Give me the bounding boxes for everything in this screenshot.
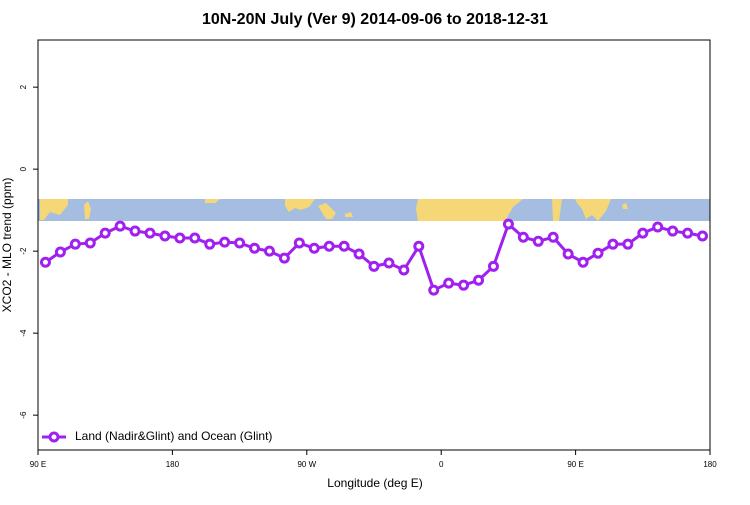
point [622, 238, 634, 250]
point [413, 240, 425, 252]
series-line [44, 221, 703, 293]
point [383, 257, 395, 269]
point [697, 230, 709, 242]
point [577, 256, 589, 268]
point [278, 252, 290, 264]
point [562, 248, 574, 260]
point [84, 237, 96, 249]
point [368, 260, 380, 272]
y-tick-label: -6 [19, 411, 28, 419]
point [144, 227, 156, 239]
point [69, 238, 81, 250]
point [353, 248, 365, 260]
point [398, 264, 410, 276]
point [204, 238, 216, 250]
point [338, 240, 350, 252]
point [219, 236, 231, 248]
chart-title: 10N-20N July (Ver 9) 2014-09-06 to 2018-… [202, 11, 548, 28]
x-tick-label: 90 W [297, 460, 316, 469]
legend: Land (Nadir&Glint) and Ocean (Glint) [42, 429, 272, 443]
point [487, 260, 499, 272]
point [458, 279, 470, 291]
point [159, 230, 171, 242]
y-tick-label: -4 [19, 329, 28, 337]
plot-frame [37, 39, 711, 451]
point [263, 245, 275, 257]
y-axis-label: XCO2 - MLO trend (ppm) [0, 178, 14, 313]
legend-label: Land (Nadir&Glint) and Ocean (Glint) [75, 429, 272, 443]
point [99, 227, 111, 239]
point [547, 231, 559, 243]
point [428, 284, 440, 296]
point [443, 277, 455, 289]
map-strip [38, 199, 710, 221]
point [293, 237, 305, 249]
point [473, 274, 485, 286]
x-tick-label: 0 [439, 460, 444, 469]
x-tick-label: 90 E [567, 460, 583, 469]
point [667, 225, 679, 237]
point [174, 232, 186, 244]
point [517, 231, 529, 243]
point [249, 242, 261, 254]
point [39, 256, 51, 268]
point [129, 225, 141, 237]
y-tick-label: -2 [19, 247, 28, 255]
legend-marker [48, 431, 60, 443]
point [502, 218, 514, 230]
point [682, 227, 694, 239]
x-axis-label: Longitude (deg E) [327, 476, 422, 490]
point [607, 238, 619, 250]
y-tick-label: 0 [19, 166, 28, 171]
point [234, 237, 246, 249]
point [114, 220, 126, 232]
point [532, 235, 544, 247]
point [189, 232, 201, 244]
point [308, 242, 320, 254]
point [652, 221, 664, 233]
point [323, 240, 335, 252]
x-tick-label: 90 E [30, 460, 46, 469]
point [637, 227, 649, 239]
point [54, 246, 66, 258]
x-tick-label: 180 [703, 460, 717, 469]
y-tick-label: 2 [19, 84, 28, 89]
x-tick-label: 180 [166, 460, 180, 469]
point [592, 247, 604, 259]
